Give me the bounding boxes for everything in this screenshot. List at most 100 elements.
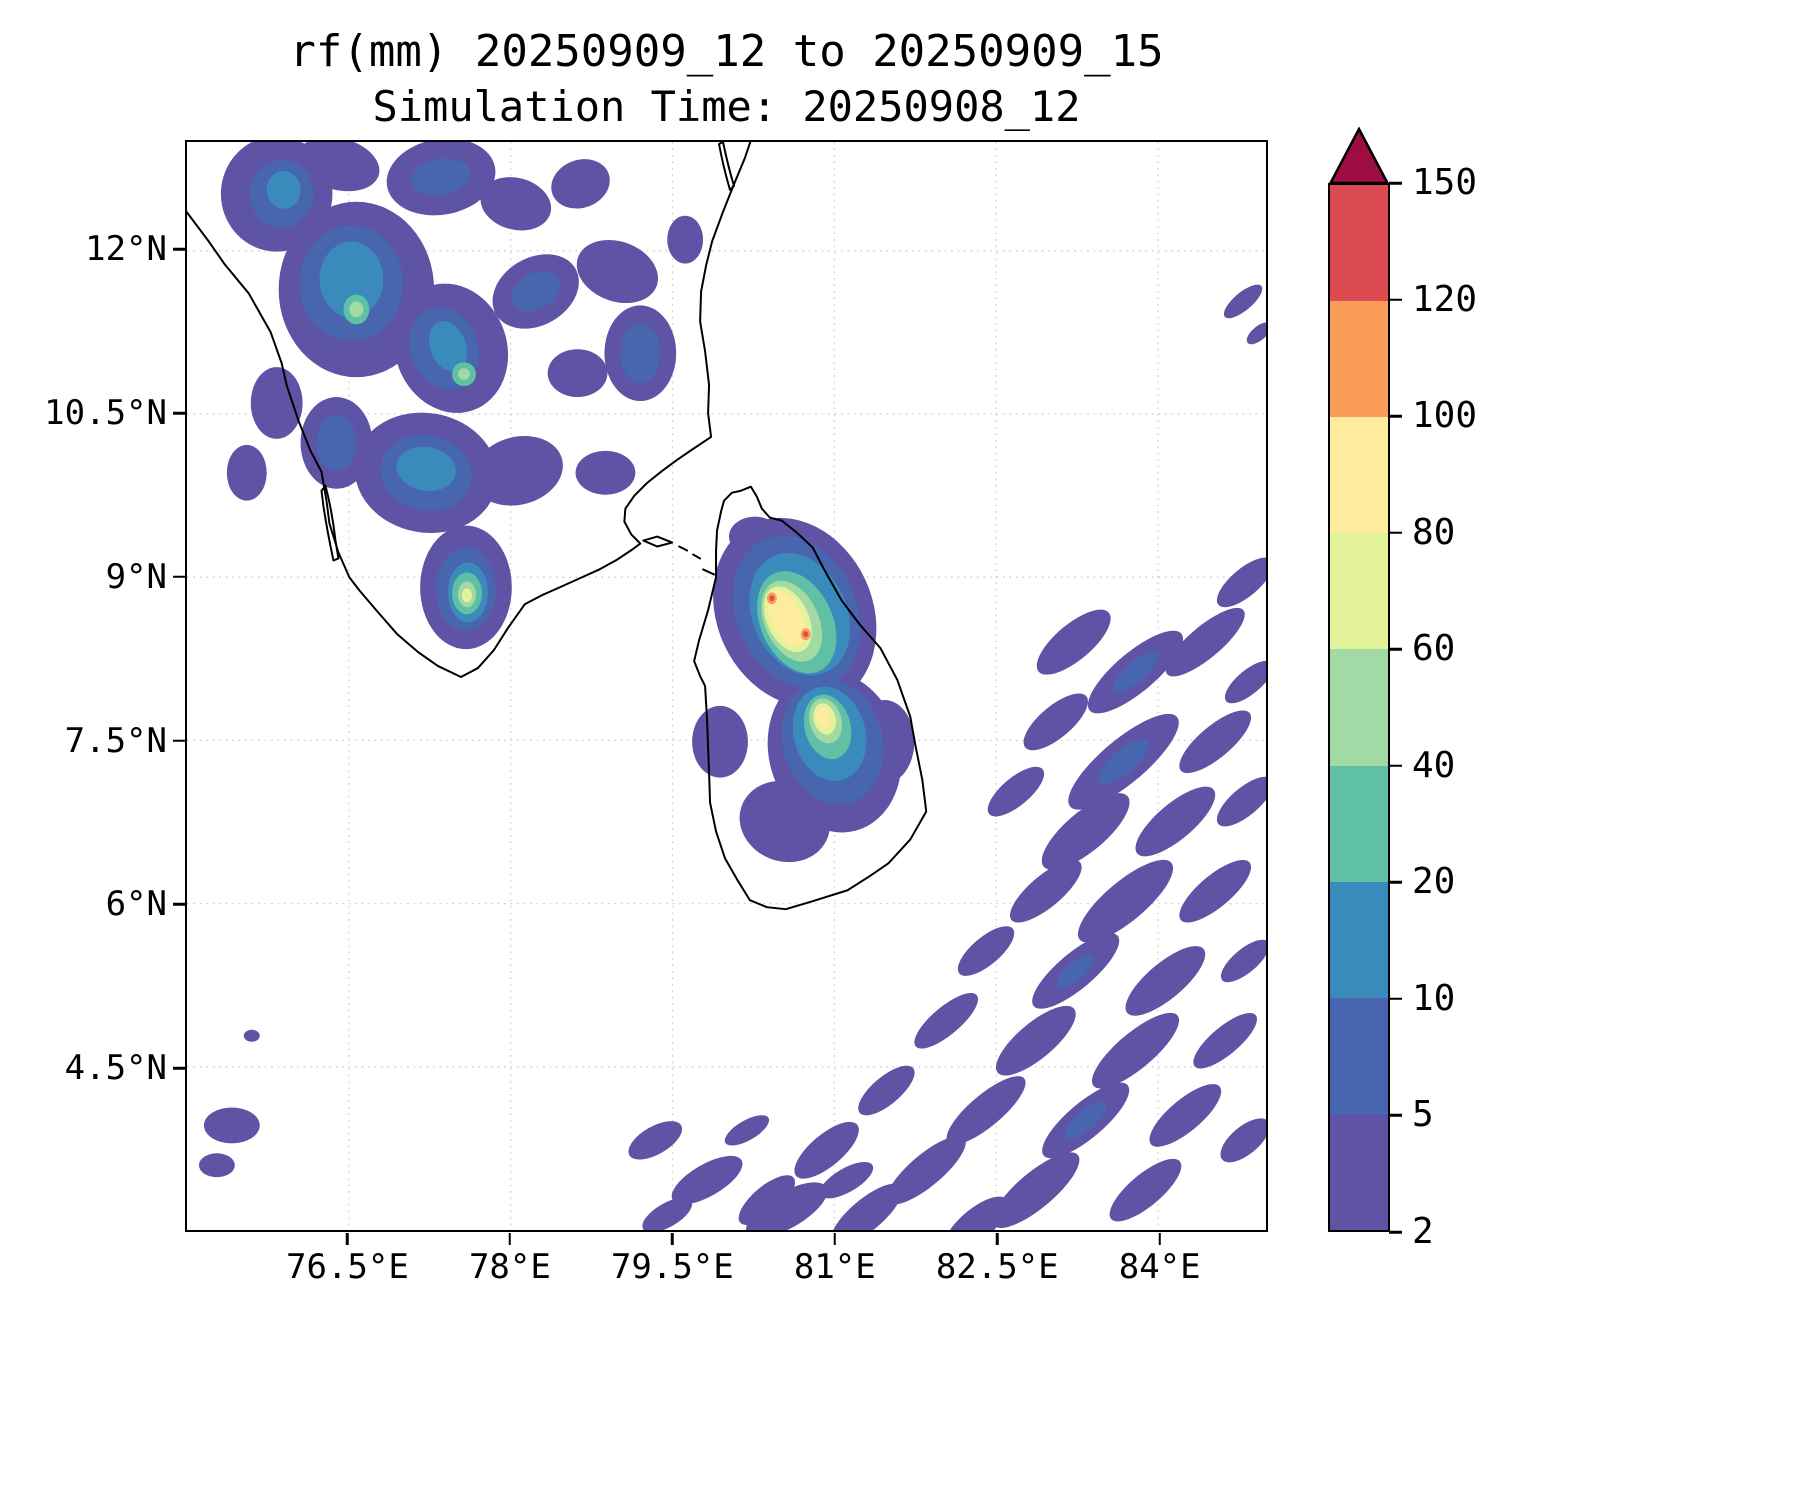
colorbar-band-80-100: [1330, 417, 1388, 534]
rain-cell: [480, 177, 552, 231]
rain-cell: [1023, 693, 1088, 751]
rain-cell: [957, 926, 1015, 976]
rain-cell: [551, 159, 610, 209]
colorbar-tick-label: 40: [1412, 744, 1456, 786]
rain-cell: [1091, 1012, 1180, 1089]
colorbar-tick: [1389, 298, 1402, 301]
rain-cell: [987, 766, 1045, 817]
map-canvas: [187, 142, 1266, 1230]
rain-cell: [1216, 557, 1266, 608]
rain-cell: [692, 705, 748, 778]
rain-cell: [198, 1153, 235, 1178]
rain-cell: [1220, 1118, 1266, 1163]
y-tick-mark: [173, 575, 185, 579]
rain-cell: [297, 142, 380, 192]
map-plot-frame: [185, 140, 1268, 1232]
colorbar-tick: [1389, 647, 1402, 651]
colorbar-band-100-120: [1330, 301, 1388, 418]
x-tick-mark: [996, 1233, 999, 1245]
plot-subtitle: Simulation Time: 20250908_12: [372, 82, 1081, 131]
rain-cell: [816, 707, 831, 729]
colorbar-tick: [1389, 997, 1402, 1001]
rain-cell: [1077, 859, 1174, 943]
rain-cell: [243, 1029, 260, 1042]
plot-title: rf(mm) 20250909_12 to 20250909_15: [289, 26, 1164, 77]
rain-cell: [946, 1076, 1026, 1145]
colorbar-tick: [1389, 764, 1402, 768]
rain-cell: [226, 444, 267, 501]
colorbar-tick-label: 10: [1412, 977, 1456, 1019]
rain-cell: [1036, 609, 1111, 675]
rain-cell: [457, 368, 470, 381]
colorbar-tick-label: 60: [1412, 628, 1456, 670]
rain-cell: [472, 435, 563, 506]
rain-cell: [1097, 739, 1150, 785]
colorbar-tick-label: 2: [1412, 1211, 1434, 1252]
colorbar-over-arrow: [1328, 126, 1390, 185]
over-arrow-shape: [1328, 126, 1390, 185]
y-tick-label: 9°N: [105, 556, 167, 597]
rain-cell: [511, 271, 560, 312]
rain-cell: [1223, 284, 1263, 319]
colorbar-tick-label: 120: [1412, 278, 1478, 320]
x-tick-label: 82.5°E: [935, 1247, 1059, 1287]
rain-cell: [1193, 1012, 1257, 1069]
colorbar-band-40-60: [1330, 649, 1388, 766]
colorbar-band-2-5: [1330, 1113, 1388, 1230]
rain-cell: [794, 1121, 859, 1179]
rain-cell: [1109, 1158, 1182, 1222]
rain-cell: [746, 1182, 828, 1230]
colorbar-tick-label: 150: [1412, 162, 1478, 203]
rain-cell: [411, 158, 471, 196]
colorbar-tick-label: 20: [1412, 861, 1456, 903]
rain-cell: [995, 1005, 1076, 1076]
rain-cell: [830, 1183, 903, 1230]
x-tick-mark: [346, 1233, 349, 1245]
rain-cell: [1041, 793, 1130, 870]
x-tick-label: 79.5°E: [610, 1247, 734, 1287]
colorbar-band-120-150: [1330, 185, 1388, 302]
colorbar-tick: [1389, 1230, 1402, 1234]
rain-cell: [1246, 322, 1266, 345]
rain-cell: [769, 595, 775, 602]
rain-cell: [1216, 776, 1266, 827]
colorbar-tick: [1389, 414, 1402, 418]
colorbar-tick: [1389, 881, 1402, 884]
rain-cell: [1179, 710, 1252, 774]
x-tick-label: 78°E: [468, 1247, 551, 1287]
rain-cell: [1224, 660, 1266, 704]
colorbar-band-10-20: [1330, 881, 1388, 998]
x-tick-label: 76.5°E: [286, 1247, 409, 1287]
rain-cell: [819, 1162, 874, 1199]
colorbar-tick-label: 80: [1412, 511, 1456, 553]
rain-cell: [739, 780, 830, 863]
colorbar-tick: [1389, 181, 1402, 185]
india-coastline: [187, 142, 752, 679]
x-tick-mark: [1158, 1233, 1161, 1245]
rameswaram-island: [642, 535, 674, 548]
rain-cell: [547, 349, 608, 398]
rain-cell: [1220, 939, 1266, 983]
rain-cell: [943, 1196, 1009, 1230]
x-tick-label: 84°E: [1118, 1247, 1201, 1287]
y-tick-label: 6°N: [105, 884, 167, 925]
x-tick-mark: [671, 1233, 674, 1245]
y-tick-mark: [173, 903, 185, 906]
rain-cell: [349, 301, 364, 318]
colorbar: [1328, 183, 1390, 1232]
colorbar-tick: [1389, 531, 1402, 534]
rain-cell: [428, 321, 468, 372]
rain-cell: [914, 993, 979, 1049]
x-tick-label: 81°E: [793, 1247, 876, 1287]
adams-bridge-islets: [678, 545, 716, 576]
rain-cell: [1009, 859, 1082, 923]
y-tick-mark: [173, 1066, 185, 1070]
rain-cell: [575, 450, 636, 495]
sri-lanka-coastline: [693, 485, 928, 911]
rain-cell: [1179, 859, 1252, 923]
rain-cell: [1149, 1084, 1222, 1147]
rain-cell: [667, 215, 704, 264]
rain-cell: [858, 1065, 915, 1116]
rain-cell: [724, 1115, 770, 1146]
rain-cell: [1135, 786, 1216, 857]
